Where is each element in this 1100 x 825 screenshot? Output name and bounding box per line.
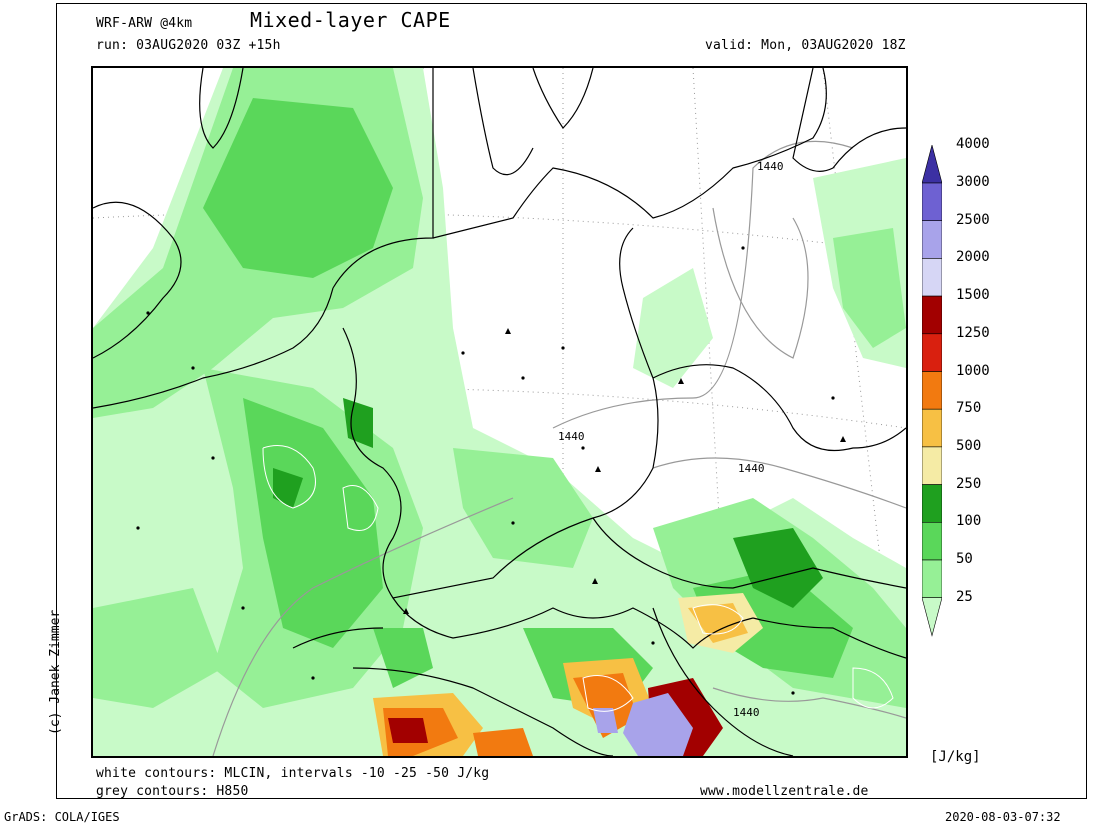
grey-contours-note: grey contours: H850	[96, 784, 249, 799]
cape-2500-area	[593, 693, 693, 756]
figure-frame	[56, 3, 1087, 799]
contour-labels: 1440 1440 1440 1440	[558, 160, 784, 719]
legend-swatch	[922, 521, 942, 561]
model-label: WRF-ARW @4km	[96, 16, 193, 31]
legend-tick-label: 750	[956, 400, 982, 417]
h850-contours	[212, 140, 906, 756]
footer-left: GrADS: COLA/IGES	[4, 810, 120, 824]
legend-tick-label: 1250	[956, 324, 990, 341]
contour-label: 1440	[733, 706, 760, 719]
chart-title: Mixed-layer CAPE	[250, 8, 451, 32]
mlcin-contours	[262, 445, 894, 712]
map-svg: 1440 1440 1440 1440	[93, 68, 906, 756]
legend-tick-label: 2000	[956, 249, 990, 266]
legend-swatch	[922, 559, 942, 599]
legend-swatch	[922, 333, 942, 372]
legend-swatch	[922, 182, 942, 222]
legend-tick-label: 4000	[956, 136, 990, 153]
contour-label: 1440	[757, 160, 784, 173]
contour-label: 1440	[558, 430, 585, 443]
legend-tick-label: 100	[956, 513, 982, 530]
valid-label: valid: Mon, 03AUG2020 18Z	[705, 38, 906, 53]
legend-tick-label: 250	[956, 475, 982, 492]
legend-swatch	[922, 371, 942, 410]
run-label: run: 03AUG2020 03Z +15h	[96, 38, 281, 53]
legend-tick-label: 3000	[956, 174, 990, 190]
legend-tick-label: 1000	[956, 362, 990, 379]
copyright-credit: (c) Janek Zimmer	[48, 609, 63, 735]
station-markers	[136, 246, 846, 695]
legend-swatch	[922, 408, 942, 448]
color-scale-boxes	[922, 145, 942, 637]
legend-tick-label: 25	[956, 588, 973, 605]
units-label: [J/kg]	[930, 749, 981, 765]
footer-right: 2020-08-03-07:32	[945, 810, 1061, 824]
legend-swatch	[922, 295, 942, 335]
coastlines-borders	[93, 68, 906, 756]
legend-arrow-top	[922, 145, 942, 184]
legend-swatch	[922, 220, 942, 259]
legend-swatch	[922, 258, 942, 297]
legend-swatch	[922, 484, 942, 523]
contour-label: 1440	[738, 462, 765, 475]
legend-tick-label: 50	[956, 551, 973, 567]
website-label: www.modellzentrale.de	[700, 784, 869, 799]
legend-arrow-bottom	[922, 597, 942, 637]
cape-map: 1440 1440 1440 1440	[91, 66, 908, 758]
legend-tick-label: 2500	[956, 211, 990, 228]
legend-tick-label: 500	[956, 437, 982, 454]
legend-tick-label: 1500	[956, 287, 990, 304]
white-contours-note: white contours: MLCIN, intervals -10 -25…	[96, 766, 490, 781]
color-scale	[922, 145, 942, 637]
legend-swatch	[922, 446, 942, 485]
